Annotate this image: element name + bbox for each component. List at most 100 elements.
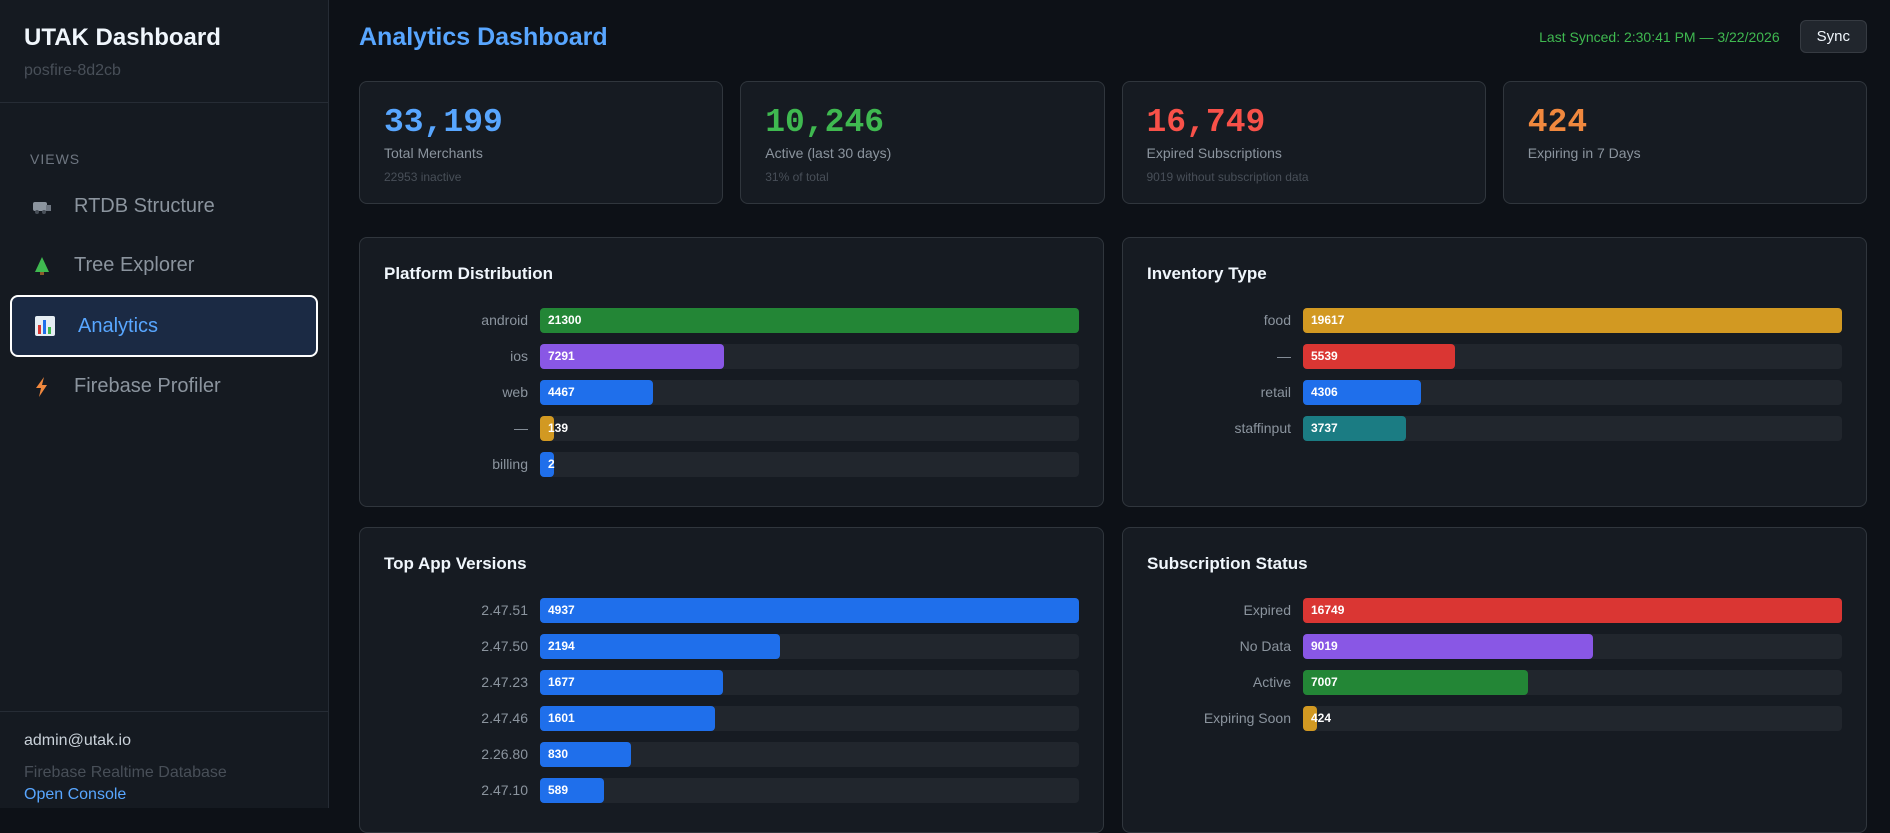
category-label: food: [1263, 312, 1291, 328]
bar-track: 4937: [540, 597, 1079, 623]
category-label: Active: [1252, 674, 1291, 690]
bar: 589: [540, 777, 605, 803]
sync-bar: Last Synced: 2:30:41 PM — 3/22/2026 Sync: [1539, 20, 1867, 53]
nav: RTDB Structure Tree Explorer Analytics F…: [0, 177, 328, 416]
bar-track: 4306: [1303, 379, 1842, 405]
category-label: —: [514, 420, 528, 436]
stat-card: 33,199 Total Merchants 22953 inactive: [359, 81, 724, 204]
console-link[interactable]: Open Console: [24, 786, 127, 803]
bar-row: 2.26.80 830: [384, 736, 1079, 772]
chart-panel: Inventory Type food 19617 — 5539 retail 4306 st…: [1122, 237, 1867, 507]
stat-value: 16,749: [1146, 104, 1266, 141]
bar: 1601: [540, 705, 715, 731]
bar-row: food 19617: [1147, 302, 1842, 338]
icon: [33, 201, 51, 214]
category-label: retail: [1260, 384, 1291, 400]
bar-value: 424: [1311, 710, 1332, 725]
chart-panel: Platform Distribution android 21300 ios 7291…: [359, 237, 1104, 507]
nav-item[interactable]: Tree Explorer: [10, 236, 318, 295]
user-email: admin@utak.io: [24, 732, 131, 749]
bar-value: 19617: [1311, 312, 1345, 327]
bar-track: 3737: [1303, 415, 1842, 441]
bar-row: 2.47.46 1601: [384, 700, 1079, 736]
sidebar-footer: admin@utak.io Firebase Realtime Database…: [0, 711, 328, 808]
bar-track: 1677: [540, 669, 1079, 695]
bar: 19617: [1303, 307, 1842, 333]
bar-value: 4937: [548, 602, 575, 617]
last-synced: Last Synced: 2:30:41 PM — 3/22/2026: [1539, 28, 1780, 45]
bar-value: 21300: [548, 312, 582, 327]
bar-row: 2.47.51 4937: [384, 592, 1079, 628]
project-id: posfire-8d2cb: [24, 62, 121, 79]
bar-row: billing 2: [384, 446, 1079, 482]
stat-label: Total Merchants: [384, 145, 483, 161]
nav-label: Firebase Profiler: [74, 375, 221, 397]
bar-track: 2: [540, 451, 1079, 477]
bar-row: Active 7007: [1147, 664, 1842, 700]
bar-value: 9019: [1311, 638, 1338, 653]
panel-title: Subscription Status: [1147, 554, 1308, 573]
bar-track: 7007: [1303, 669, 1842, 695]
bar-value: 2194: [548, 638, 575, 653]
chart-panel: Top App Versions 2.47.51 4937 2.47.50 2194 2.…: [359, 527, 1104, 833]
bar: 16749: [1303, 597, 1842, 623]
bar: 139: [540, 415, 568, 441]
category-label: ios: [510, 348, 528, 364]
stat-card: 10,246 Active (last 30 days) 31% of total: [740, 81, 1105, 204]
app-title: UTAK Dashboard: [24, 24, 221, 51]
section-label: VIEWS: [30, 151, 81, 167]
stat-note: 9019 without subscription data: [1146, 170, 1309, 184]
icon: [36, 376, 47, 397]
bar-track: 2194: [540, 633, 1079, 659]
bar-row: web 4467: [384, 374, 1079, 410]
icon: [35, 256, 49, 275]
bar-value: 16749: [1311, 602, 1345, 617]
category-label: 2.47.46: [481, 710, 528, 726]
category-label: staffinput: [1234, 420, 1291, 436]
stat-value: 10,246: [765, 104, 885, 141]
bar-row: android 21300: [384, 302, 1079, 338]
nav-item[interactable]: Analytics: [10, 295, 318, 357]
bar-track: 830: [540, 741, 1079, 767]
brand: UTAK Dashboard posfire-8d2cb: [0, 0, 328, 103]
bar-track: 424: [1303, 705, 1842, 731]
nav-item[interactable]: Firebase Profiler: [10, 357, 318, 416]
bar: 4937: [540, 597, 1079, 623]
bar: 830: [540, 741, 631, 767]
bar: 5539: [1303, 343, 1456, 369]
bar-row: Expiring Soon 424: [1147, 700, 1842, 736]
bar: 2: [540, 451, 555, 477]
main: Analytics Dashboard Last Synced: 2:30:41…: [359, 0, 1867, 833]
category-label: web: [502, 384, 528, 400]
bar-row: — 5539: [1147, 338, 1842, 374]
bar-track: 9019: [1303, 633, 1842, 659]
bar-value: 1601: [548, 710, 575, 725]
bar-track: 5539: [1303, 343, 1842, 369]
category-label: 2.26.80: [481, 746, 528, 762]
bar-row: No Data 9019: [1147, 628, 1842, 664]
stat-card: 16,749 Expired Subscriptions 9019 without …: [1121, 81, 1486, 204]
bar-row: retail 4306: [1147, 374, 1842, 410]
bar: 3737: [1303, 415, 1406, 441]
category-label: Expiring Soon: [1203, 710, 1291, 726]
bar: 424: [1303, 705, 1331, 731]
bar: 2194: [540, 633, 780, 659]
bar: 4306: [1303, 379, 1422, 405]
category-label: —: [1277, 348, 1291, 364]
stat-note: 31% of total: [765, 170, 829, 184]
panels: Platform Distribution android 21300 ios 7291…: [359, 237, 1867, 833]
bar: 4467: [540, 379, 654, 405]
bar-track: 16749: [1303, 597, 1842, 623]
bar: 7291: [540, 343, 725, 369]
bar-value: 589: [548, 782, 569, 797]
bar-track: 139: [540, 415, 1079, 441]
bar-value: 830: [548, 746, 569, 761]
category-label: No Data: [1239, 638, 1291, 654]
stat-note: 22953 inactive: [384, 170, 462, 184]
bar-track: 589: [540, 777, 1079, 803]
category-label: 2.47.50: [481, 638, 528, 654]
nav-item[interactable]: RTDB Structure: [10, 177, 318, 236]
sync-button[interactable]: Sync: [1799, 20, 1867, 53]
nav-label: Tree Explorer: [74, 254, 195, 276]
